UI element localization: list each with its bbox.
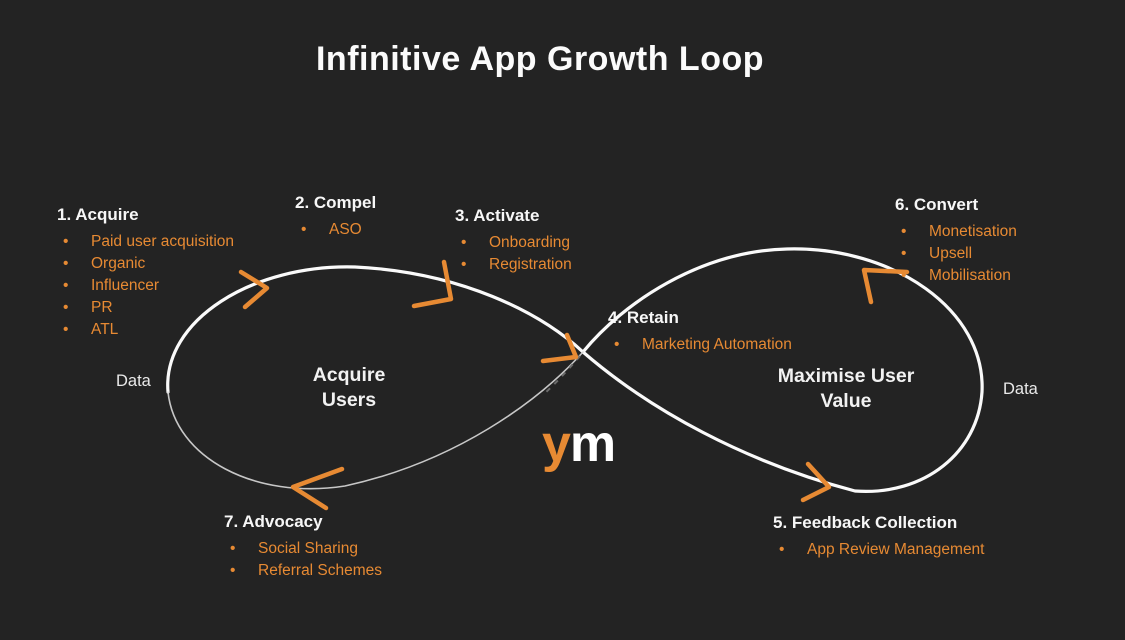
infinity-loop-dashed-segment [543,355,581,395]
step-item: Marketing Automation [614,334,792,356]
left-loop-label-line1: Acquire [312,364,386,386]
step-retain-items: Marketing Automation [608,334,792,356]
step-item: Influencer [63,275,234,297]
step-compel-items: ASO [295,219,376,241]
step-retain: 4. Retain Marketing Automation [608,308,792,356]
ym-logo-y: y [542,415,571,473]
step-retain-heading: 4. Retain [608,308,679,327]
step-item: ATL [63,319,234,341]
step-advocacy: 7. Advocacy Social Sharing Referral Sche… [224,512,382,582]
step-advocacy-heading: 7. Advocacy [224,512,323,531]
step-item: Organic [63,253,234,275]
step-item: Paid user acquisition [63,231,234,253]
right-loop-label: Maximise User Value [726,364,966,414]
step-acquire: 1. Acquire Paid user acquisition Organic… [57,205,234,341]
flow-arrow-advocacy-icon [290,466,345,511]
step-item: Onboarding [461,232,572,254]
data-label-left: Data [116,372,151,390]
step-convert-items: Monetisation Upsell Mobilisation [895,221,1017,287]
step-item: ASO [301,219,376,241]
step-acquire-items: Paid user acquisition Organic Influencer… [57,231,234,341]
step-item: Referral Schemes [230,560,382,582]
step-activate: 3. Activate Onboarding Registration [455,206,572,276]
infinity-loop-path [166,247,984,493]
ym-logo-m: m [569,415,616,473]
right-loop-label-line1: Maximise User [777,365,915,387]
step-item: Registration [461,254,572,276]
step-compel: 2. Compel ASO [295,193,376,241]
step-advocacy-items: Social Sharing Referral Schemes [224,538,382,582]
ym-logo: ym [542,415,616,473]
flow-arrow-acquire-icon [238,269,270,310]
step-activate-heading: 3. Activate [455,206,540,225]
flow-arrow-convert-icon [861,267,910,305]
step-item: Upsell [901,243,1017,265]
step-item: App Review Management [779,539,985,561]
flow-arrow-feedback-icon [800,461,832,503]
step-compel-heading: 2. Compel [295,193,377,212]
data-label-right: Data [1003,380,1038,398]
step-feedback-collection-items: App Review Management [773,539,985,561]
flow-arrow-activate-icon [411,259,454,309]
step-item: Social Sharing [230,538,382,560]
infinity-loop-path-thin [167,351,584,490]
step-feedback-collection-heading: 5. Feedback Collection [773,513,958,532]
step-acquire-heading: 1. Acquire [57,205,139,224]
step-item: PR [63,297,234,319]
step-item: Monetisation [901,221,1017,243]
step-item: Mobilisation [901,265,1017,287]
page-title: Infinitive App Growth Loop [315,40,764,78]
step-activate-items: Onboarding Registration [455,232,572,276]
left-loop-label: Acquire Users [269,363,429,413]
step-convert-heading: 6. Convert [895,195,979,214]
right-loop-label-line2: Value [820,390,872,412]
left-loop-label-line2: Users [321,389,377,411]
step-convert: 6. Convert Monetisation Upsell Mobilisat… [895,195,1017,287]
step-feedback-collection: 5. Feedback Collection App Review Manage… [773,513,985,561]
flow-arrow-crossing-icon [540,332,579,364]
